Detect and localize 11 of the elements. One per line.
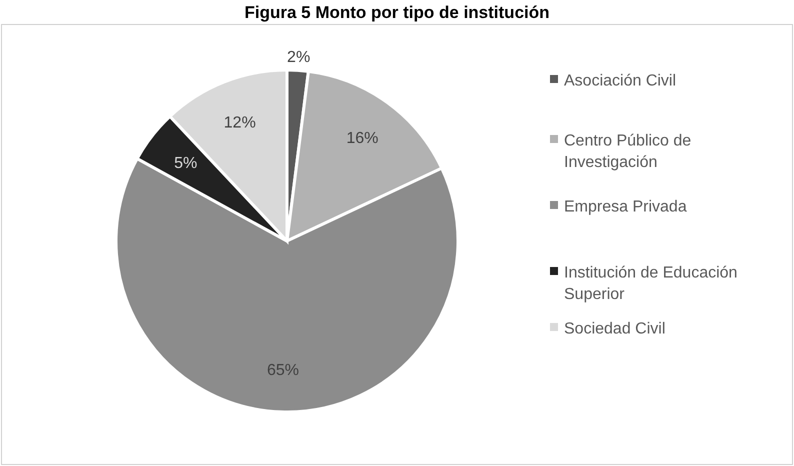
legend-label: Asociación Civil (564, 72, 676, 90)
data-label: 2% (287, 48, 310, 66)
legend-label: Institución de Educación Superior (564, 264, 738, 304)
legend-label: Empresa Privada (564, 198, 687, 216)
legend-label: Centro Público de Investigación (564, 132, 692, 172)
chart-title: Figura 5 Monto por tipo de institución (244, 3, 550, 22)
legend-label: Sociedad Civil (564, 320, 666, 338)
data-label: 5% (174, 154, 198, 172)
data-label: 16% (346, 130, 378, 147)
data-label: 12% (224, 114, 256, 132)
data-label: 65% (266, 362, 299, 379)
